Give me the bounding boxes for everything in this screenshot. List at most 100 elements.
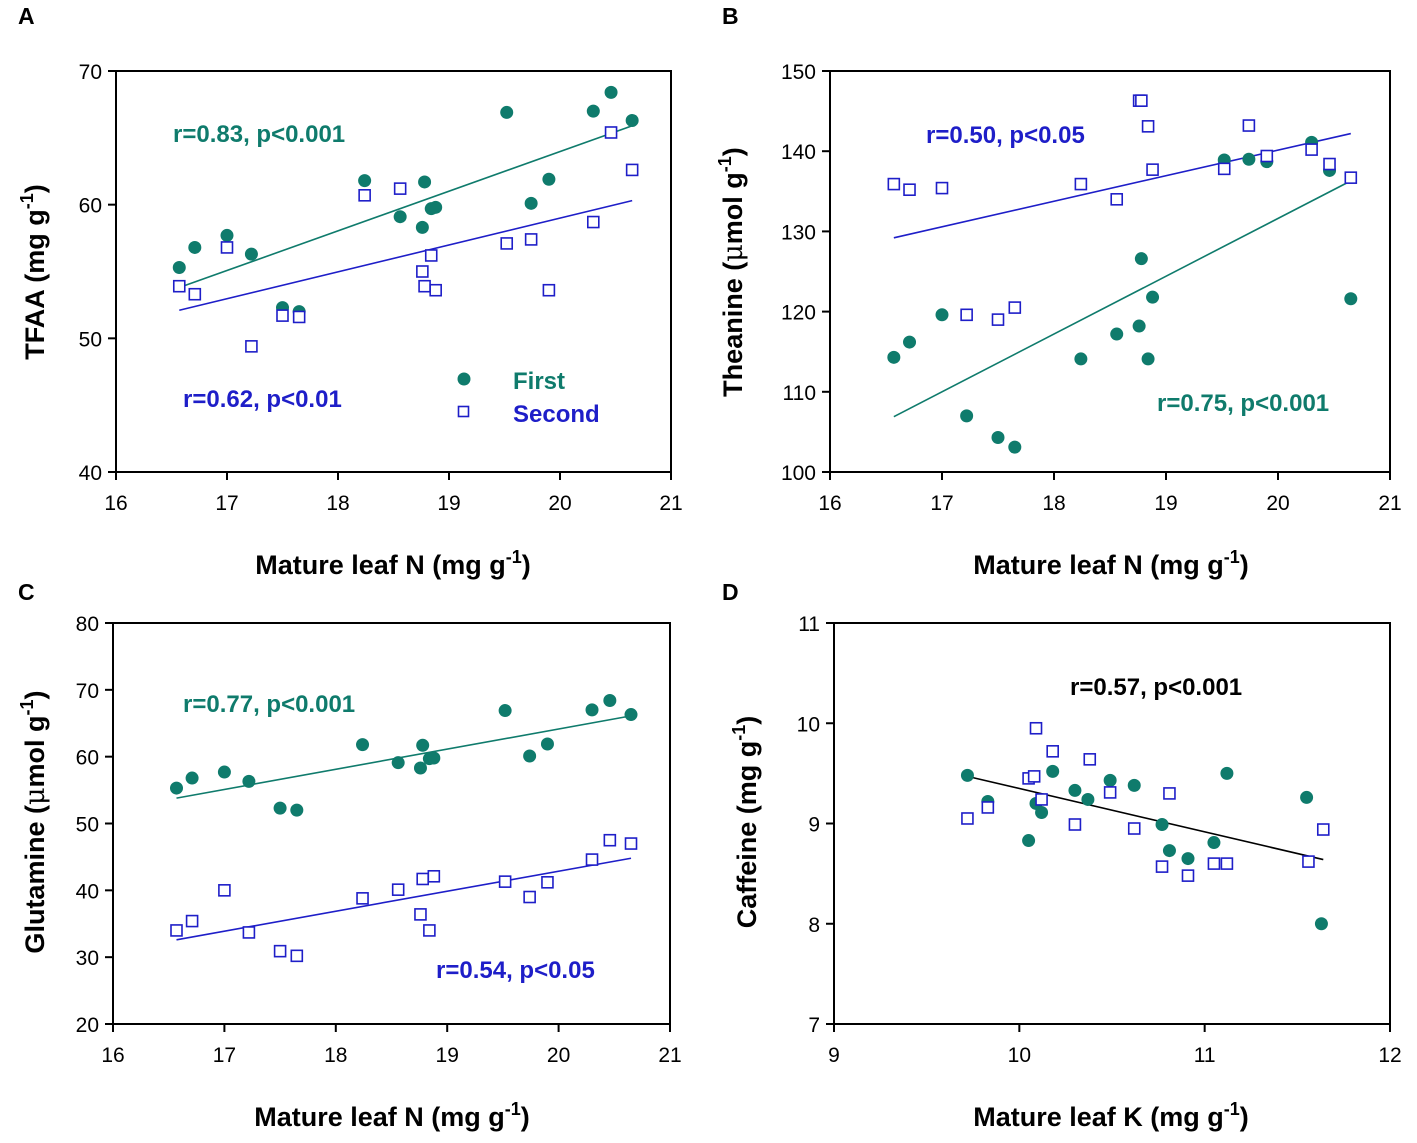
panel-a-first-point — [429, 200, 443, 214]
panel-a-first-point — [500, 105, 514, 119]
panel-letter-c: C — [18, 579, 35, 605]
panel-c-x-axis-label: Mature leaf N (mg g-1) — [254, 1099, 530, 1132]
panel-c-second-point — [185, 914, 199, 928]
panel-b-first-point — [1132, 319, 1146, 333]
panel-d-second-point — [1035, 793, 1048, 806]
panel-c-first-point — [217, 765, 231, 779]
units-mg: (mg g — [431, 1102, 505, 1132]
panel-b-y-tick-label: 120 — [781, 302, 816, 325]
panel-a-first-point — [188, 240, 202, 254]
panel-d-second-point — [1207, 857, 1221, 870]
panel-d-first-point — [1181, 852, 1195, 866]
panel-c-stat-first: r=0.77, p<0.001 — [183, 691, 355, 718]
panel-d-second-point — [1127, 822, 1141, 835]
panel-c-first-point — [427, 751, 441, 765]
panel-c-second-point — [624, 837, 638, 850]
panel-b-second-point — [1135, 94, 1148, 107]
panel-d-first-point — [1155, 818, 1169, 832]
panel-b-y-tick-label: 140 — [781, 141, 816, 164]
panel-d-second-point — [1103, 786, 1117, 799]
units-close: ) — [521, 1102, 530, 1132]
panel-b-ticks: 16 17 18 19 20 21 100 110 120 130 140 150 — [781, 61, 1402, 515]
panel-b-first-point — [887, 350, 901, 364]
panel-d-ticks: 9 10 11 12 7 8 9 10 11 — [797, 613, 1402, 1067]
panel-b-first-point — [1074, 352, 1088, 366]
panel-d-x-tick-label: 11 — [1194, 1044, 1216, 1067]
panel-c-second-point — [391, 883, 405, 896]
panel-d-first-point — [960, 768, 974, 782]
panel-c-y-tick-label: 50 — [76, 814, 99, 837]
units-sup: -1 — [729, 725, 749, 741]
panel-c-y-tick-label: 20 — [76, 1014, 99, 1037]
panel-a-second-point — [604, 126, 618, 139]
panel-c-first-point — [391, 756, 405, 770]
legend-second-label: Second — [513, 401, 600, 428]
panel-c-second-point — [523, 890, 536, 904]
panel-b-second-point — [1146, 163, 1159, 176]
panel-a-marks — [172, 85, 639, 353]
panel-c-second-point — [427, 869, 441, 883]
panel-b-first-point — [1134, 252, 1148, 266]
panel-d-first-point — [1068, 783, 1082, 797]
panel-c-first-point — [540, 737, 554, 751]
panel-a-x-axis-label: Mature leaf N (mg g-1) — [255, 547, 531, 580]
panel-d-y-axis-label: Caffeine (mg g-1) — [729, 716, 762, 929]
panel-c-first-point — [356, 738, 370, 752]
panel-b-first-point — [935, 308, 949, 322]
panel-a-x-axis-title: Mature leaf N — [255, 550, 425, 580]
panel-c-first-point — [624, 708, 638, 722]
panel-b-stat-second: r=0.50, p<0.05 — [926, 122, 1085, 149]
panel-b-second-point — [1141, 120, 1155, 133]
panel-d-second-point — [1155, 860, 1169, 873]
panel-a-second-point — [625, 163, 639, 177]
panel-a-first-point — [393, 210, 407, 224]
panel-c-x-tick-label: 17 — [213, 1044, 236, 1067]
panel-b-second-point — [1217, 162, 1231, 176]
panel-d-second-point — [1046, 745, 1059, 758]
panel-a-y-tick-label: 40 — [79, 462, 102, 485]
panel-c-second-point — [585, 853, 599, 866]
panel-a-x-tick-label: 16 — [104, 492, 127, 515]
panel-d-trendline-pooled — [967, 775, 1324, 861]
panel-d-second-point — [1068, 818, 1082, 831]
panel-a-second-point — [418, 279, 431, 293]
panel-b-first-point — [1242, 152, 1256, 166]
units-close: ) — [20, 690, 50, 699]
panel-b-y-tick-label: 150 — [781, 61, 816, 84]
panel-d-second-point — [1316, 823, 1330, 836]
legend-first-label: First — [513, 368, 565, 395]
panel-b-first-point — [1344, 292, 1358, 306]
panel-c-first-point — [185, 771, 199, 785]
units-sup: -1 — [506, 547, 522, 567]
panel-b-first-point — [1141, 352, 1155, 366]
panel-d-second-point — [1181, 869, 1195, 882]
panel-c-first-point — [585, 703, 599, 717]
units-sup: -1 — [17, 193, 37, 209]
units-sup: -1 — [715, 156, 735, 172]
panel-b-stat-first: r=0.75, p<0.001 — [1157, 390, 1329, 417]
panel-b-y-tick-label: 110 — [783, 382, 816, 405]
panel-d-second-point — [1302, 855, 1315, 868]
units-mu: μ — [20, 787, 51, 805]
panel-c-x-tick-label: 19 — [436, 1044, 459, 1067]
panel-b-second-point — [903, 183, 916, 196]
panel-a-first-point — [220, 228, 234, 242]
units-open: ( — [718, 262, 748, 271]
panel-b-second-point — [991, 313, 1005, 326]
panel-b-first-point — [991, 431, 1005, 445]
units-sup: -1 — [17, 699, 37, 715]
panel-a: A 16 17 18 19 20 21 40 50 60 70 r=0.83, p<0.001 r… — [17, 3, 683, 580]
panel-d-marks — [960, 721, 1330, 931]
panel-a-second-point — [500, 237, 514, 250]
panel-c: C 16 17 18 19 20 21 20 30 40 50 60 70 80 r=0.77, p<0… — [17, 579, 682, 1132]
legend-second-marker — [457, 405, 470, 418]
panel-a-first-point — [358, 174, 372, 188]
panel-c-x-tick-label: 18 — [324, 1044, 347, 1067]
panel-c-first-point — [413, 761, 427, 775]
panel-a-second-point — [276, 309, 289, 322]
panel-d-first-point — [1081, 792, 1095, 806]
panel-a-first-point — [542, 172, 556, 186]
panel-b-y-axis-label: Theanine (μmol g-1) — [715, 147, 749, 397]
panel-b-y-tick-label: 130 — [781, 221, 816, 244]
panel-b-second-point — [1323, 157, 1336, 171]
